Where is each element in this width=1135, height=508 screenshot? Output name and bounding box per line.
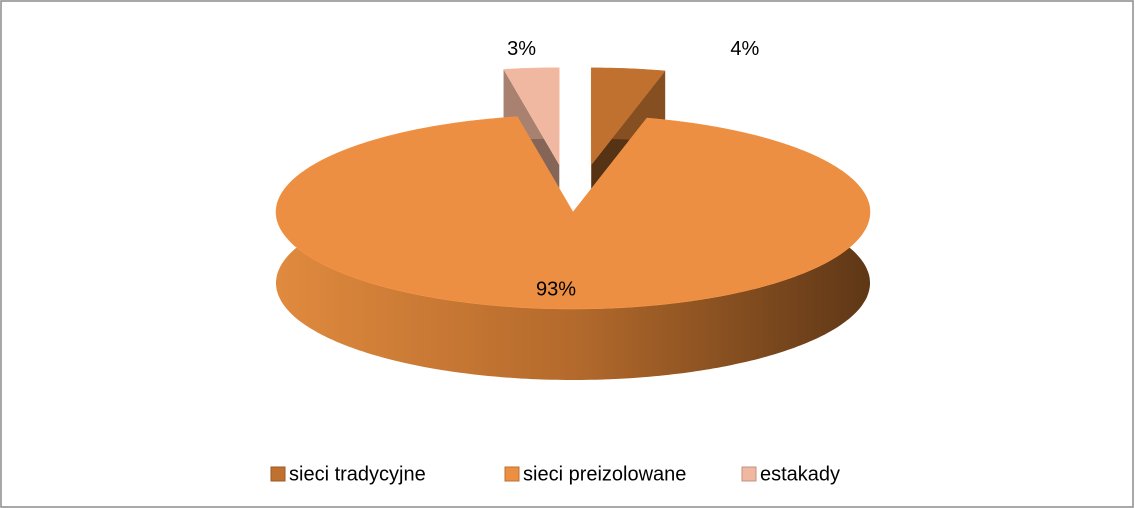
slice <box>590 67 666 166</box>
legend-swatch <box>504 466 520 482</box>
legend-swatch <box>741 466 757 482</box>
data-label: 93% <box>536 278 576 300</box>
data-label: 3% <box>507 38 536 60</box>
data-label: 4% <box>730 38 759 60</box>
legend-label: sieci preizolowane <box>523 463 686 485</box>
slice <box>503 67 560 166</box>
legend-swatch <box>270 466 286 482</box>
legend-label: sieci tradycyjne <box>289 463 426 485</box>
legend-label: estakady <box>760 463 840 485</box>
slice <box>275 116 871 310</box>
